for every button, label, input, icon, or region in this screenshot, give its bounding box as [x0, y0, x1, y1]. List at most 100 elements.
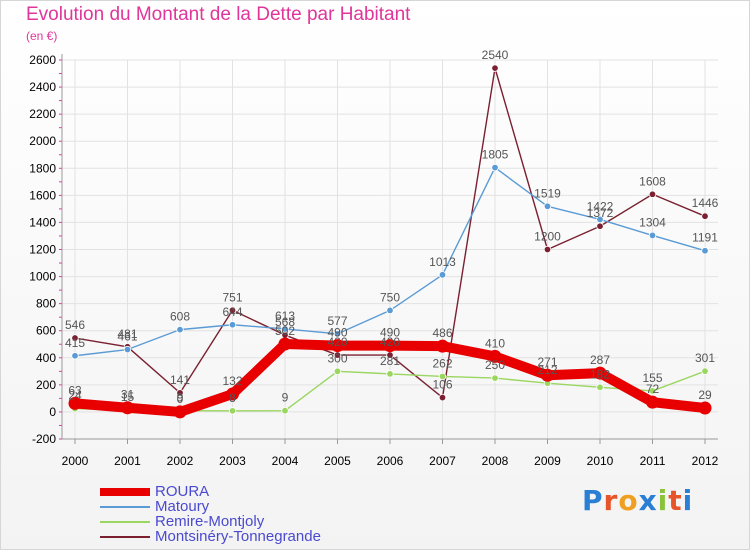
data-label: 1805 — [482, 148, 509, 162]
y-tick-label: 200 — [36, 378, 56, 392]
data-point — [278, 337, 292, 351]
legend-item: Remire-Montjoly — [100, 513, 360, 530]
y-tick-label: 1600 — [29, 188, 56, 202]
data-point — [593, 366, 607, 380]
axes-layer: -200 0 200 400 600 800 1000 1200 1400 1600 1800 200… — [29, 53, 718, 468]
logo-letter: o — [618, 484, 639, 517]
x-tick-label: 2004 — [272, 454, 299, 468]
data-label: 410 — [485, 336, 505, 350]
data-point — [333, 330, 342, 338]
data-label: 271 — [537, 355, 557, 369]
data-label: 490 — [327, 326, 347, 340]
data-point — [123, 345, 132, 354]
data-point — [71, 334, 79, 342]
data-point — [491, 163, 499, 172]
data-label: 750 — [380, 290, 400, 304]
data-label: 301 — [695, 351, 715, 365]
data-point — [176, 325, 184, 334]
y-tick-label: 600 — [36, 324, 56, 338]
data-point — [71, 352, 79, 360]
legend-swatch — [100, 506, 150, 508]
data-point — [68, 396, 82, 410]
data-point — [386, 370, 394, 378]
data-point — [173, 405, 187, 419]
y-tick-label: 400 — [36, 351, 56, 365]
data-point — [436, 339, 449, 353]
legend-item: ROURA — [100, 483, 360, 500]
legend-swatch — [100, 488, 150, 496]
data-point — [333, 367, 342, 376]
y-tick-label: 1000 — [29, 270, 56, 284]
data-label: 1422 — [587, 199, 614, 213]
x-tick-label: 2008 — [482, 454, 509, 468]
legend-item: Montsinéry-Tonnegrande — [100, 528, 360, 545]
y-tick-label: 2400 — [29, 80, 56, 94]
data-label: 486 — [432, 326, 452, 340]
chart-title: Evolution du Montant de la Dette par Hab… — [26, 4, 411, 25]
data-label: 577 — [327, 314, 347, 328]
x-tick-label: 2005 — [324, 454, 351, 468]
data-label: 751 — [222, 290, 242, 304]
legend-label: Montsinéry-Tonnegrande — [155, 528, 321, 545]
data-labels-layer: 63 31 0 132 502 490 490 486 410 271 287 72 29 415 461 6… — [65, 48, 719, 406]
data-label: 613 — [275, 309, 295, 323]
data-label: 461 — [117, 330, 137, 344]
data-label: 9 — [282, 391, 289, 405]
y-tick-label: 1800 — [29, 161, 56, 175]
x-tick-label: 2009 — [534, 454, 561, 468]
data-point — [438, 271, 447, 279]
chart-subtitle: (en €) — [26, 29, 58, 43]
data-label: 31 — [121, 388, 135, 402]
data-label: 1608 — [639, 174, 666, 188]
y-tick-label: 2000 — [29, 134, 56, 148]
data-point — [543, 202, 552, 211]
data-label: 490 — [380, 326, 400, 340]
data-label: 15 — [121, 390, 135, 404]
data-point — [596, 215, 604, 224]
logo-letter: x — [638, 484, 658, 517]
data-label: 481 — [117, 327, 137, 341]
legend-label: Remire-Montjoly — [155, 513, 265, 530]
data-label: 72 — [646, 382, 660, 396]
logo-letter: i — [657, 484, 669, 517]
data-point — [648, 190, 657, 198]
data-point — [648, 387, 657, 395]
data-point — [596, 222, 604, 230]
data-point — [543, 245, 552, 254]
data-point — [438, 372, 447, 381]
x-tick-label: 2006 — [377, 454, 404, 468]
data-point — [121, 401, 134, 415]
data-label: 568 — [275, 315, 295, 329]
data-label: 132 — [222, 374, 242, 388]
x-tick-label: 2010 — [587, 454, 614, 468]
data-point — [698, 401, 712, 415]
legend-label: ROURA — [155, 483, 210, 500]
data-label: 29 — [698, 388, 712, 402]
data-point — [176, 389, 184, 397]
legend-swatch — [100, 536, 150, 538]
logo-letter: r — [603, 484, 619, 517]
data-label: 2540 — [482, 48, 509, 62]
x-tick-label: 2000 — [62, 454, 89, 468]
data-point — [701, 367, 709, 375]
data-point — [648, 231, 657, 240]
data-label: 155 — [642, 371, 662, 385]
data-point — [701, 212, 709, 220]
y-tick-label: 1400 — [29, 215, 56, 229]
logo-letter: i — [682, 484, 694, 517]
data-point — [386, 306, 394, 315]
x-tick-label: 2003 — [219, 454, 246, 468]
legend-label: Matoury — [155, 498, 210, 515]
data-point — [541, 368, 554, 382]
y-tick-label: 1200 — [29, 243, 56, 257]
data-point — [438, 393, 447, 402]
data-label: 8 — [229, 391, 236, 405]
data-label: 415 — [65, 336, 85, 350]
data-label: 1372 — [587, 206, 614, 220]
data-label: 9 — [177, 391, 184, 405]
y-tick-label: 2200 — [29, 107, 56, 121]
data-label: 281 — [380, 354, 400, 368]
data-label: 608 — [170, 310, 190, 324]
